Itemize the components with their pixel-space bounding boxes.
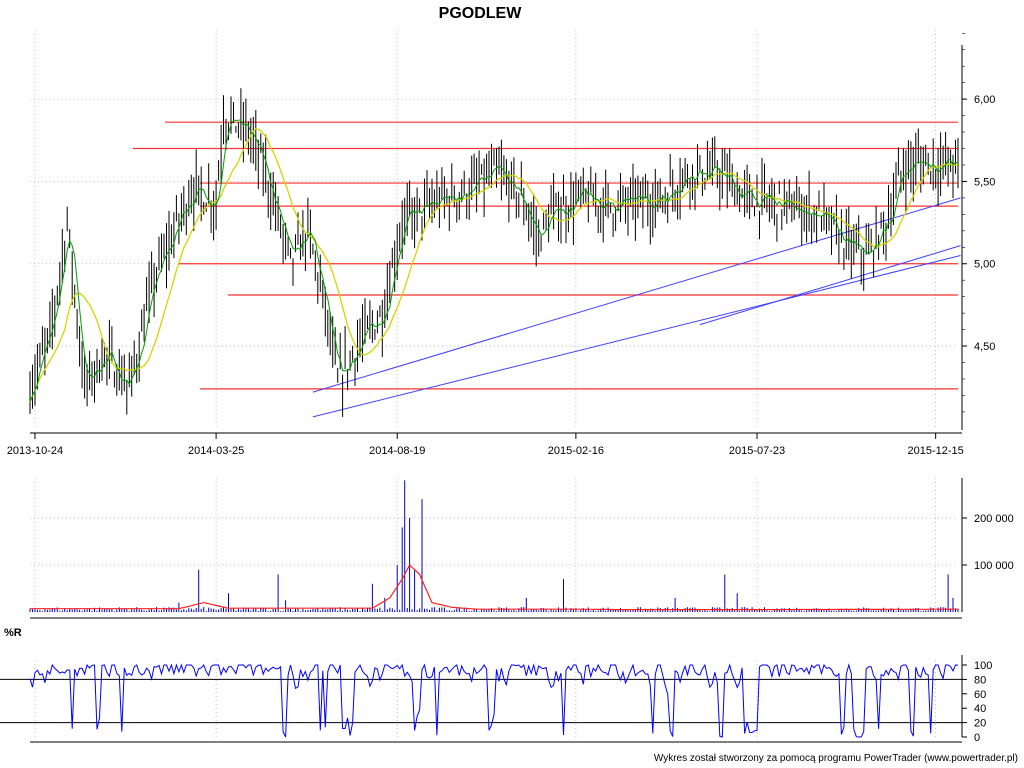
price-x-tick-label: 2015-02-16 bbox=[548, 445, 604, 457]
volume-grid bbox=[30, 478, 958, 612]
price-y-tick-label: 6,00 bbox=[974, 94, 995, 106]
trend-lines bbox=[312, 197, 961, 418]
williams-r-y-tick-label: 40 bbox=[974, 703, 986, 715]
volume-average-line bbox=[30, 564, 958, 611]
volume-y-tick-label: 100 000 bbox=[974, 560, 1014, 572]
trend-line bbox=[312, 197, 961, 393]
williams-r-y-ticks: 100 80 60 40 20 0 bbox=[962, 660, 992, 744]
price-x-tick-label: 2014-08-19 bbox=[369, 445, 425, 457]
williams-r-y-tick-label: 0 bbox=[974, 732, 980, 744]
price-y-ticks: 6,00 5,50 5,00 4,50 bbox=[962, 32, 995, 413]
resistance-lines bbox=[133, 121, 958, 390]
volume-y-tick-label: 200 000 bbox=[974, 513, 1014, 525]
price-x-tick-label: 2014-03-25 bbox=[188, 445, 244, 457]
price-y-tick-label: 5,00 bbox=[974, 259, 995, 271]
moving-average-short bbox=[29, 119, 959, 403]
price-y-tick-label: 5,50 bbox=[974, 176, 995, 188]
williams-r-reference-lines bbox=[0, 678, 962, 724]
williams-r-line bbox=[29, 663, 959, 738]
williams-r-y-tick-label: 20 bbox=[974, 718, 986, 730]
price-x-tick-label: 2013-10-24 bbox=[7, 445, 63, 457]
trend-line bbox=[699, 245, 961, 326]
footer-credit: Wykres został stworzony za pomocą progra… bbox=[654, 753, 1018, 764]
price-axes bbox=[30, 45, 963, 434]
price-x-tick-label: 2015-12-15 bbox=[908, 445, 964, 457]
price-y-tick-label: 4,50 bbox=[974, 341, 995, 353]
volume-y-ticks: 200 000 100 000 bbox=[962, 513, 1014, 572]
williams-r-y-tick-label: 80 bbox=[974, 674, 986, 686]
williams-r-y-tick-label: 100 bbox=[974, 660, 992, 672]
trend-line bbox=[312, 255, 961, 418]
moving-average-long bbox=[29, 128, 959, 403]
williams-r-y-tick-label: 60 bbox=[974, 689, 986, 701]
price-x-tick-label: 2015-07-23 bbox=[729, 445, 785, 457]
volume-axes bbox=[30, 478, 963, 619]
price-x-ticks: 2013-10-24 2014-03-25 2014-08-19 2015-02-16… bbox=[7, 433, 964, 457]
williams-r-axes bbox=[30, 655, 963, 743]
williams-r-label: %R bbox=[4, 627, 22, 639]
chart-title: PGODLEW bbox=[439, 5, 523, 22]
